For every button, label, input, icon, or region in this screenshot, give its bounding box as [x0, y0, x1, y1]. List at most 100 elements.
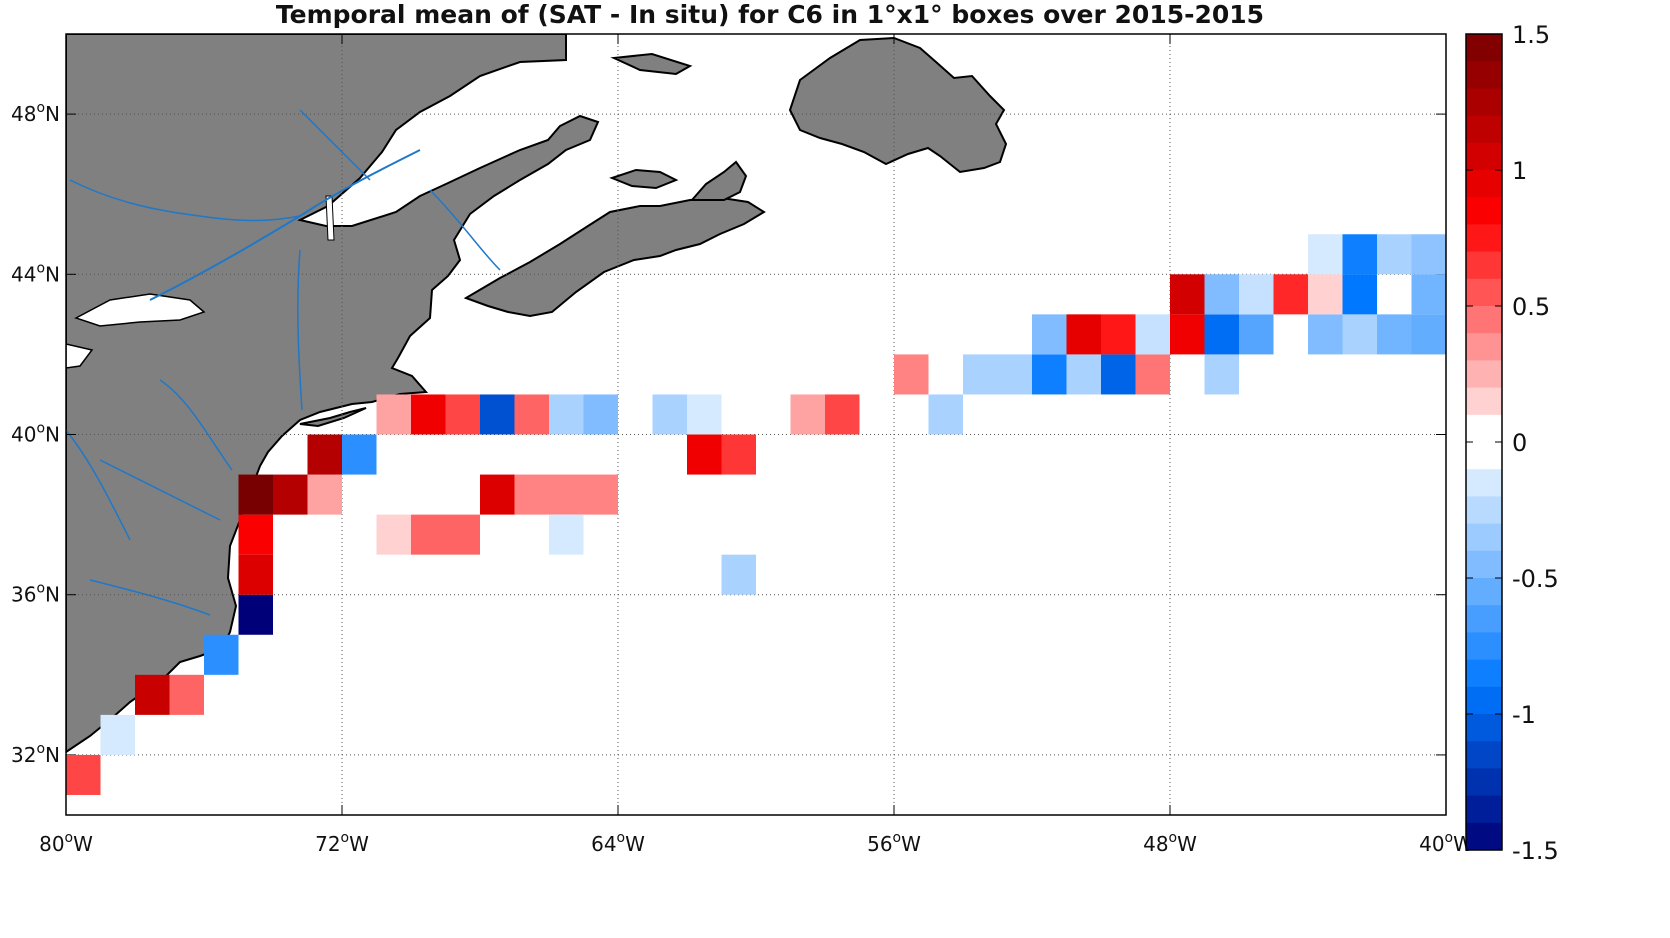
heatmap-cell: [480, 474, 515, 515]
x-tick-label: 48oW: [1143, 830, 1197, 856]
colorbar-segment: [1466, 523, 1502, 552]
heatmap-cell: [1239, 274, 1274, 315]
heatmap-cell: [928, 394, 963, 435]
colorbar-segment: [1466, 714, 1502, 742]
y-tick-label: 32oN: [11, 741, 60, 767]
river-ohio: [66, 429, 131, 541]
heatmap-cell: [825, 394, 860, 435]
heatmap-cell: [376, 514, 411, 555]
heatmap-cell: [1377, 314, 1412, 355]
colorbar-tick-label: -1.5: [1512, 837, 1559, 865]
colorbar-segment: [1466, 197, 1502, 225]
heatmap-cell: [721, 554, 756, 595]
heatmap-cell: [790, 394, 825, 435]
river-susquehanna: [159, 379, 233, 471]
colorbar-segment: [1466, 550, 1502, 579]
colorbar-segment: [1466, 659, 1502, 688]
colorbar-tick-label: 1: [1512, 157, 1527, 185]
pei-landmass: [609, 168, 679, 190]
river-saguenay: [299, 109, 371, 181]
heatmap-cell: [1411, 274, 1446, 315]
colorbar-segment: [1466, 578, 1502, 606]
colorbar-segment: [1466, 333, 1502, 361]
heatmap-cell: [687, 394, 722, 435]
heatmap-cell: [1308, 234, 1343, 275]
y-tick-label: 44oN: [11, 260, 60, 286]
colorbar-segment: [1466, 795, 1502, 824]
colorbar-segment: [1466, 251, 1502, 280]
colorbar-segment: [1466, 115, 1502, 144]
colorbar-segment: [1466, 768, 1502, 797]
y-tick-label: 36oN: [11, 581, 60, 607]
heatmap-cell: [238, 474, 273, 515]
heatmap-cell: [342, 434, 377, 475]
heatmap-cell: [376, 394, 411, 435]
heatmap-cell: [1411, 234, 1446, 275]
river-hudson: [297, 249, 303, 411]
heatmap-cell: [307, 434, 342, 475]
heatmap-cell: [1204, 274, 1239, 315]
colorbar-segment: [1466, 469, 1502, 497]
heatmap-cell: [1066, 354, 1101, 395]
heatmap-cell: [1066, 314, 1101, 355]
heatmap-cell: [1308, 274, 1343, 315]
heatmap-cell: [1032, 314, 1067, 355]
colorbar-segment: [1466, 686, 1502, 715]
heatmap-cell: [1170, 274, 1205, 315]
y-tick-label: 48oN: [11, 100, 60, 126]
colorbar-segment: [1466, 632, 1502, 661]
lake-ontario: [74, 293, 206, 327]
heatmap-cell: [514, 474, 549, 515]
river-ottawa: [69, 179, 301, 222]
long-island: [299, 407, 367, 428]
heatmap-cell: [721, 434, 756, 475]
heatmap-cell: [583, 394, 618, 435]
heatmap-cell: [411, 394, 446, 435]
colorbar-labels: 1.5 1 0.5 0 -0.5 -1 -1.5: [1466, 21, 1559, 865]
colorbar-segment: [1466, 142, 1502, 171]
cape-breton-landmass: [689, 160, 748, 201]
colorbar-segment: [1466, 306, 1502, 334]
heatmap-cell: [1239, 314, 1274, 355]
colorbar-tick-label: 0: [1512, 429, 1527, 457]
river-roanoke: [89, 579, 211, 616]
lake-erie: [66, 343, 94, 369]
colorbar-segment: [1466, 278, 1502, 307]
land-layer: [66, 34, 1008, 754]
heatmap-cell: [997, 354, 1032, 395]
heatmap-cell: [411, 514, 446, 555]
heatmap-cell: [963, 354, 998, 395]
heatmap-cell: [1411, 314, 1446, 355]
heatmap-cell: [238, 594, 273, 635]
heatmap-cell: [1273, 274, 1308, 315]
x-tick-label: 64oW: [591, 830, 645, 856]
x-tick-label: 72oW: [315, 830, 369, 856]
x-axis-labels: 80oW 72oW 64oW 56oW 48oW 40oW: [39, 830, 1473, 856]
heatmap-cell: [1101, 314, 1136, 355]
nova-scotia-landmass: [463, 196, 766, 318]
heatmap-cell: [238, 514, 273, 555]
colorbar-segment: [1466, 496, 1502, 525]
colorbar-tick-label: 0.5: [1512, 293, 1550, 321]
lake-champlain: [325, 195, 335, 241]
colorbar-tick-label: -1: [1512, 701, 1536, 729]
heatmap-cell: [1032, 354, 1067, 395]
heatmap-cell: [1101, 354, 1136, 395]
river-saint-john: [429, 189, 501, 271]
plot-frame: [65, 33, 1447, 816]
heatmap-cell: [1377, 234, 1412, 275]
colorbar-segment: [1466, 822, 1502, 851]
heatmap-cells: [66, 234, 1446, 795]
colorbar: [1465, 33, 1503, 851]
heatmap-cell: [100, 714, 135, 755]
colorbar-segment: [1466, 34, 1502, 62]
x-tick-label: 40oW: [1419, 830, 1473, 856]
heatmap-cell: [583, 474, 618, 515]
colorbar-tick-label: 1.5: [1512, 21, 1550, 49]
colorbar-segment: [1466, 170, 1502, 198]
colorbar-segment: [1466, 387, 1502, 416]
colorbar-segment: [1466, 442, 1502, 470]
heatmap-cell: [1342, 234, 1377, 275]
heatmap-cell: [652, 394, 687, 435]
